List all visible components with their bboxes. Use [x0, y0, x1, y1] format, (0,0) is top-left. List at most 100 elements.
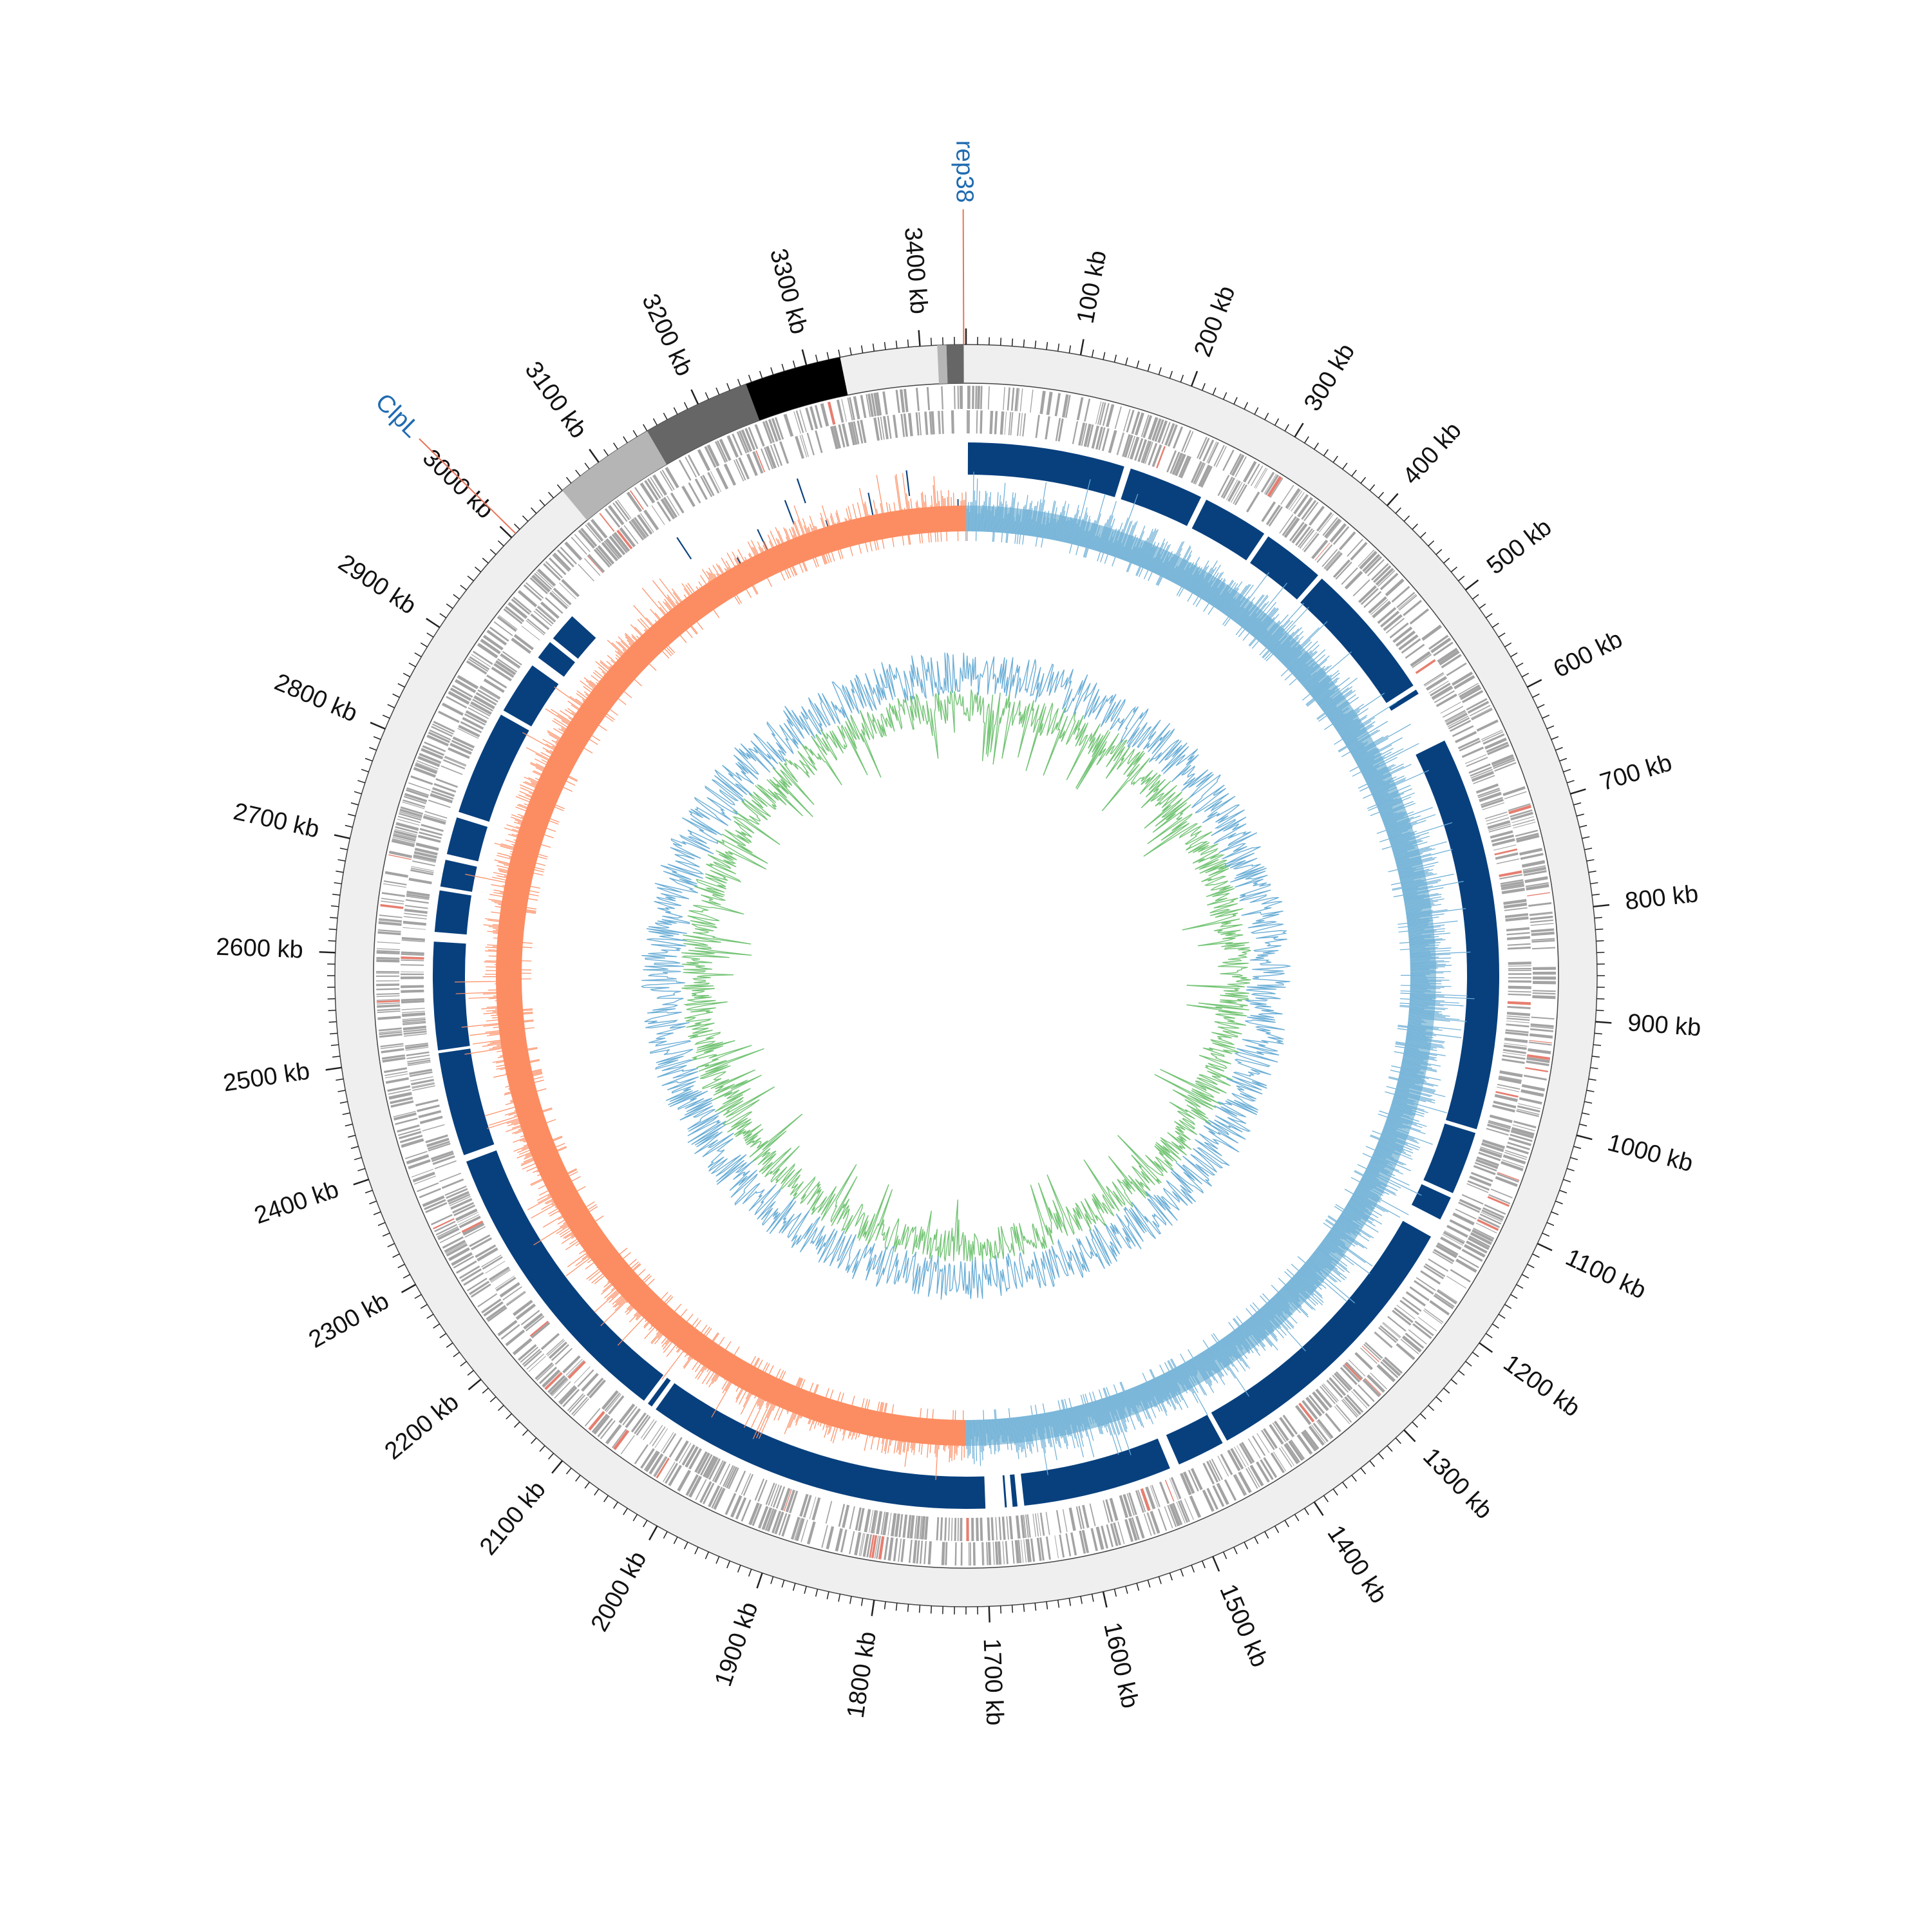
gc-skew-bar — [503, 949, 523, 951]
gc-skew-bar — [1274, 641, 1291, 657]
major-tick — [1387, 493, 1399, 506]
minor-tick — [1274, 1526, 1280, 1533]
gc-skew-bar — [583, 715, 599, 727]
gc-skew-bar — [530, 763, 576, 786]
gene-feature — [1134, 412, 1144, 436]
gene-feature — [924, 412, 929, 435]
gc-skew-bar — [1202, 1340, 1217, 1360]
gc-skew-bar — [982, 501, 985, 532]
gene-feature — [1373, 565, 1392, 583]
gc-skew-bar — [1348, 730, 1381, 750]
gc-skew-bar — [920, 493, 925, 534]
gene-feature — [520, 1310, 540, 1325]
gene-feature — [380, 1043, 404, 1048]
gene-feature — [1279, 514, 1294, 534]
gc-skew-bar — [1287, 1282, 1300, 1294]
gene-feature — [1288, 490, 1303, 511]
gc-skew-bar — [1188, 1349, 1215, 1393]
gc-skew-bar — [924, 1418, 927, 1432]
gc-skew-bar — [523, 1109, 543, 1117]
gc-skew-bar — [485, 1027, 525, 1033]
gc-skew-bar — [516, 826, 545, 837]
tick-label: 2000 kb — [586, 1547, 652, 1636]
gc-skew-bar — [549, 758, 573, 771]
gc-skew-bar — [1384, 1125, 1397, 1131]
gc-skew-bar — [489, 1029, 526, 1035]
gene-feature — [1299, 529, 1315, 549]
gc-skew-bar — [859, 518, 869, 553]
minor-tick — [460, 585, 467, 591]
minor-tick — [489, 1396, 497, 1403]
gc-skew-bar — [580, 1230, 603, 1246]
gene-feature — [826, 1526, 835, 1549]
gene-feature — [611, 1428, 627, 1448]
gc-skew-bar — [551, 1188, 577, 1203]
similarity-block — [538, 642, 575, 677]
gene-feature — [1227, 1449, 1241, 1472]
gc-skew-bar — [744, 564, 756, 585]
gene-feature — [1260, 1459, 1274, 1481]
gc-skew-bar — [1082, 1404, 1089, 1428]
gc-skew-bar — [1296, 1272, 1316, 1290]
gc-skew-bar — [1316, 677, 1350, 704]
gene-feature — [1374, 1331, 1393, 1348]
gc-skew-bar — [822, 1399, 833, 1430]
gene-feature — [400, 806, 424, 815]
gc-skew-bar — [687, 1334, 704, 1356]
gene-feature — [1146, 1512, 1155, 1535]
gc-skew-bar — [1405, 904, 1441, 911]
gc-skew-bar — [1339, 716, 1367, 735]
gc-skew-bar — [495, 929, 524, 933]
gc-skew-bar — [1190, 1358, 1198, 1371]
gc-skew-bar — [1057, 1410, 1066, 1444]
gc-skew-bar — [1408, 930, 1437, 934]
minor-tick — [1537, 704, 1545, 708]
gene-feature — [898, 1539, 902, 1562]
gene-feature — [1368, 596, 1387, 614]
minor-tick — [392, 1253, 400, 1258]
gc-skew-bar — [601, 671, 625, 692]
gc-skew-bar — [1245, 1320, 1261, 1339]
gc-skew-bar — [485, 918, 525, 924]
gene-feature — [1523, 870, 1547, 876]
gene-feature — [1416, 1277, 1436, 1291]
gc-skew-bar — [584, 1231, 603, 1245]
gene-feature — [748, 426, 759, 450]
gene-feature — [1379, 573, 1399, 591]
gc-skew-bar — [1311, 1255, 1332, 1271]
gc-skew-bar — [1338, 1218, 1356, 1230]
gene-feature — [841, 423, 849, 447]
similarity-block — [1300, 578, 1414, 703]
gc-skew-bar — [687, 1335, 706, 1360]
gc-skew-bar — [1256, 614, 1280, 640]
gc-skew-bar — [1347, 1204, 1374, 1222]
gc-skew-bar — [1410, 956, 1439, 959]
gene-feature — [1440, 701, 1461, 714]
gene-feature — [1508, 980, 1531, 983]
gc-skew-bar — [1364, 1172, 1379, 1181]
gene-feature — [1116, 432, 1124, 455]
gene-feature — [1095, 401, 1102, 424]
gc-skew-bar — [1263, 624, 1283, 647]
gc-skew-bar — [641, 587, 682, 635]
minor-tick — [1136, 360, 1140, 368]
gene-feature — [1447, 715, 1469, 728]
gc-skew-bar — [1332, 1226, 1365, 1249]
gc-skew-bar — [1306, 1260, 1323, 1274]
gc-skew-bar — [1020, 1416, 1027, 1458]
gc-skew-bar — [588, 683, 615, 705]
gene-feature — [587, 554, 605, 573]
gc-skew-bar — [598, 1248, 616, 1262]
minor-tick — [414, 1294, 422, 1299]
gene-feature — [376, 972, 400, 974]
gc-skew-bar — [595, 703, 609, 713]
gene-feature — [475, 692, 497, 706]
gene-feature — [425, 1134, 448, 1144]
gene-feature — [438, 710, 460, 723]
gc-skew-bar — [819, 1388, 829, 1418]
gene-feature — [630, 1412, 647, 1433]
gc-skew-bar — [1091, 536, 1096, 550]
gene-feature — [1145, 1486, 1156, 1510]
gene-feature — [1379, 1325, 1399, 1341]
gene-feature — [771, 418, 782, 441]
